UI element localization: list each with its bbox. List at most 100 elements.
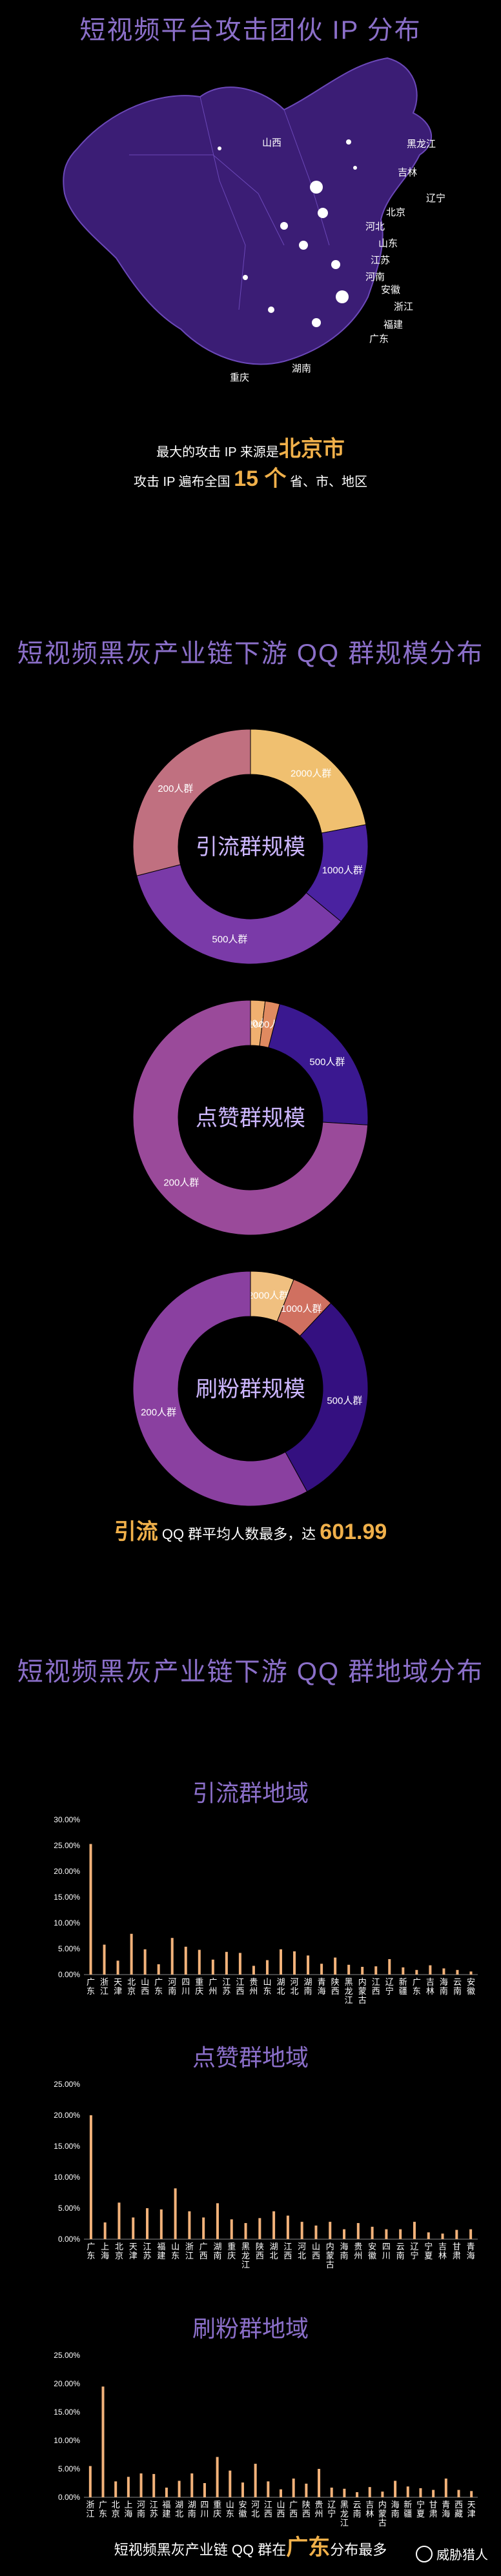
- bar: [143, 1949, 147, 1975]
- y-tick-label: 10.00%: [54, 2173, 80, 2182]
- bar: [254, 2464, 257, 2497]
- x-category-label: 湖北: [270, 2242, 278, 2260]
- x-category-label: 贵州: [249, 1977, 258, 1996]
- x-category-label: 山西: [276, 2500, 285, 2519]
- x-category-label: 山东: [171, 2242, 179, 2260]
- x-category-label: 山东: [263, 1977, 271, 1996]
- map-shape: [63, 57, 432, 365]
- bar: [202, 2217, 205, 2239]
- x-category-label: 贵州: [315, 2500, 323, 2519]
- y-tick-label: 20.00%: [54, 2379, 80, 2388]
- x-category-label: 青海: [442, 2500, 450, 2519]
- donut-slice-label: 2000人群: [248, 1291, 289, 1302]
- bar: [170, 1938, 174, 1975]
- x-category-label: 安徽: [467, 1977, 475, 1996]
- bar: [371, 2226, 374, 2239]
- bar: [244, 2223, 247, 2239]
- bar: [455, 2229, 458, 2239]
- bar: [165, 2488, 168, 2497]
- bar: [127, 2477, 130, 2497]
- donut-slice: [285, 1302, 369, 1493]
- x-category-label: 河南: [168, 1977, 176, 1996]
- x-category-label: 上海: [124, 2500, 132, 2519]
- x-category-label: 海南: [340, 2242, 349, 2260]
- bar: [267, 2481, 270, 2497]
- donut-slice: [136, 864, 342, 965]
- y-tick-label: 15.00%: [54, 2142, 80, 2151]
- bar: [442, 1968, 445, 1975]
- bar: [116, 1960, 119, 1975]
- bar: [469, 1971, 473, 1975]
- y-tick-label: 10.00%: [54, 1918, 80, 1927]
- map-label-chongqing: 重庆: [230, 372, 250, 383]
- bar: [356, 2223, 360, 2239]
- bar: [293, 1951, 296, 1975]
- x-category-label: 上海: [101, 2242, 109, 2260]
- x-category-label: 江苏: [150, 2500, 158, 2519]
- bar: [457, 2490, 460, 2497]
- bar: [444, 2478, 447, 2497]
- x-category-label: 广东: [413, 1977, 421, 1996]
- x-category-label: 江苏: [143, 2242, 152, 2260]
- x-category-label: 内蒙古: [378, 2500, 387, 2528]
- map-label-shanxi: 山西: [262, 137, 282, 148]
- bar: [381, 2491, 384, 2497]
- bar: [388, 1959, 391, 1975]
- group-size-note: 引流 QQ 群平均人数最多，达 601.99: [114, 1520, 387, 1544]
- bar: [265, 1960, 269, 1975]
- bar: [89, 2115, 92, 2239]
- x-category-label: 黑龙江: [345, 1977, 353, 2005]
- map-label-fujian: 福建: [383, 319, 404, 330]
- y-tick-label: 25.00%: [54, 1841, 80, 1850]
- donut-slice-label: 1000人群: [281, 1303, 322, 1314]
- x-category-label: 福建: [162, 2500, 170, 2519]
- map-label-zhejiang: 浙江: [394, 301, 414, 312]
- x-category-label: 江西: [264, 2500, 272, 2519]
- x-category-label: 甘肃: [429, 2500, 438, 2519]
- donut-center-title: 引流群规模: [196, 835, 305, 860]
- bar: [103, 2222, 107, 2239]
- bar: [343, 2488, 346, 2497]
- donut-slice-label: 2000人群: [291, 769, 331, 780]
- x-category-label: 黑龙江: [340, 2500, 349, 2528]
- bar: [356, 2492, 359, 2497]
- map-label-guangdong: 广东: [369, 334, 389, 345]
- x-category-label: 广西: [289, 2500, 298, 2519]
- x-category-label: 内蒙古: [358, 1977, 367, 2005]
- map-label-hunan: 湖南: [292, 363, 312, 374]
- bar: [419, 2488, 422, 2497]
- y-tick-label: 20.00%: [54, 2111, 80, 2120]
- x-category-label: 江苏: [222, 1977, 230, 1996]
- bar: [216, 2457, 219, 2497]
- y-tick-label: 15.00%: [54, 2408, 80, 2417]
- bar: [368, 2487, 371, 2497]
- bar-chart-3: 0.00% 5.00% 10.00% 15.00% 20.00% 25.00% 浙江广东北京…: [54, 2351, 478, 2528]
- bar: [230, 2219, 233, 2239]
- y-tick-label: 20.00%: [54, 1867, 80, 1876]
- x-category-label: 山西: [312, 2242, 320, 2260]
- bar: [427, 2232, 430, 2239]
- bar: [188, 2211, 191, 2239]
- bar: [157, 1964, 160, 1975]
- bar: [238, 1953, 241, 1975]
- y-tick-label: 30.00%: [54, 1815, 80, 1824]
- x-category-label: 江西: [236, 1977, 244, 1996]
- bar: [415, 1969, 418, 1975]
- y-tick-label: 5.00%: [58, 1944, 80, 1953]
- x-category-label: 辽宁: [385, 1977, 394, 1996]
- x-category-label: 江西: [372, 1977, 380, 1996]
- bar: [394, 2480, 397, 2497]
- x-category-label: 云南: [396, 2242, 405, 2260]
- map-label-shandong: 山东: [378, 238, 398, 249]
- x-category-label: 湖北: [276, 1977, 285, 1996]
- bar: [184, 1946, 187, 1975]
- bar: [258, 2218, 261, 2239]
- bar: [329, 2222, 332, 2239]
- bar-chart-2: 0.00% 5.00% 10.00% 15.00% 20.00% 25.00% 广东上海北京…: [54, 2080, 478, 2269]
- map-label-henan: 河南: [365, 272, 385, 283]
- x-category-label: 青海: [318, 1977, 326, 1996]
- x-category-label: 云南: [453, 1977, 462, 1996]
- y-tick-label: 5.00%: [58, 2464, 80, 2473]
- x-category-label: 湖北: [175, 2500, 183, 2519]
